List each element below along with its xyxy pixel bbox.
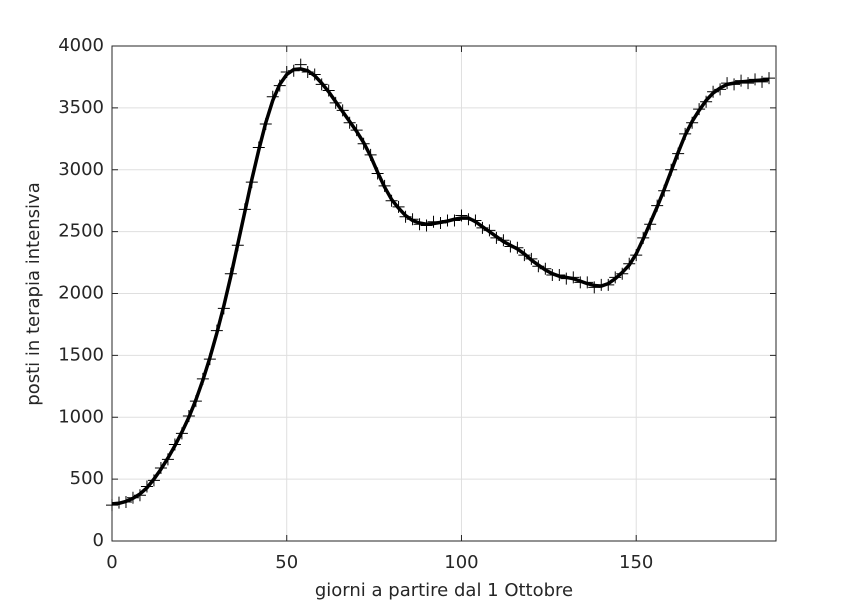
y-tick-label: 500 <box>70 468 104 489</box>
y-tick-label: 2000 <box>58 283 104 304</box>
x-tick-label: 150 <box>619 552 653 573</box>
y-tick-label: 2500 <box>58 221 104 242</box>
x-tick-label: 50 <box>275 552 298 573</box>
x-axis-label: giorni a partire dal 1 Ottobre <box>315 580 573 601</box>
y-axis-label: posti in terapia intensiva <box>23 182 44 405</box>
line <box>111 67 770 506</box>
y-tick-label: 3000 <box>58 159 104 180</box>
plot-frame <box>111 45 777 542</box>
y-tick-label: 1000 <box>58 406 104 427</box>
y-tick-label: 1500 <box>58 344 104 365</box>
y-tick-label: 3500 <box>58 97 104 118</box>
y-tick-label: 0 <box>93 530 104 551</box>
x-tick-label: 0 <box>106 552 117 573</box>
x-tick-label: 100 <box>444 552 478 573</box>
y-tick-label: 4000 <box>58 35 104 56</box>
